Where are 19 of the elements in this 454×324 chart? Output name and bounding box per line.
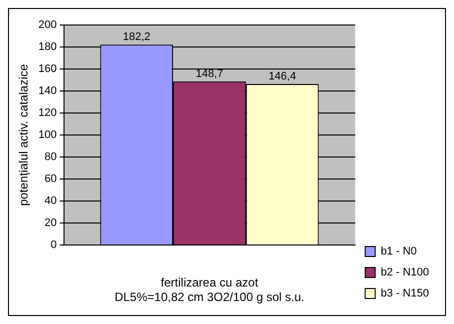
- y-tick-label: 100: [38, 129, 57, 142]
- legend-label: b2 - N100: [380, 266, 430, 279]
- y-tick-label: 80: [44, 151, 57, 164]
- x-axis-title: fertilizarea cu azot DL5%=10,82 cm 3O2/100 g sol s.u.: [114, 276, 304, 304]
- legend-label: b3 - N150: [380, 288, 430, 300]
- y-tick-label: 160: [38, 63, 57, 76]
- y-tick-label: 120: [38, 107, 57, 120]
- y-tick-label: 140: [38, 85, 57, 98]
- data-label: 148,7: [196, 68, 224, 80]
- legend-label: b1 - N0: [380, 246, 417, 258]
- y-tick-label: 0: [50, 239, 57, 252]
- y-axis-title: potențialul activ. catalazice: [16, 64, 31, 206]
- data-label: 182,2: [122, 31, 150, 44]
- data-label: 146,4: [268, 70, 296, 82]
- y-tick-label: 180: [38, 41, 57, 54]
- y-tick-label: 20: [44, 217, 57, 230]
- y-tick-label: 40: [44, 195, 57, 208]
- y-tick-label: 200: [38, 19, 57, 32]
- y-tick-label: 60: [44, 173, 57, 186]
